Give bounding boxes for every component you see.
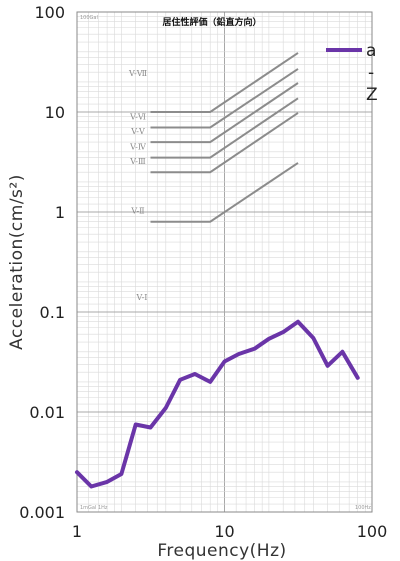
reference-curve (150, 112, 299, 174)
data-point (238, 353, 240, 355)
data-point (356, 377, 359, 379)
y-tick-label: 10 (45, 103, 65, 122)
y-tick-label: 0.001 (19, 503, 65, 522)
legend-label-z: Z (366, 85, 378, 105)
x-tick-label: 1 (72, 522, 82, 541)
legend-label-a: a (366, 41, 376, 61)
reference-curve (150, 162, 299, 223)
data-point (312, 337, 315, 339)
y-tick-label: 0.01 (29, 403, 65, 422)
corner-label-bottom-right: 100Hz (355, 505, 371, 511)
reference-curve-label: V-Ⅰ (136, 293, 148, 302)
data-point (179, 379, 181, 381)
data-point (76, 471, 78, 474)
data-point (282, 331, 285, 333)
data-point (149, 426, 152, 429)
y-tick-label: 1 (55, 203, 65, 222)
reference-curve-label: V-Ⅲ (129, 157, 146, 166)
reference-curve-label: V-Ⅳ (129, 143, 147, 152)
chart-grid (76, 11, 373, 513)
legend: a - Z (326, 41, 378, 105)
corner-label-bottom-left: 1mGal 1Hz (80, 505, 108, 511)
data-point (253, 347, 256, 350)
data-point (341, 351, 344, 353)
plot-frame (76, 11, 373, 513)
legend-label-dash: - (368, 63, 374, 83)
reference-curve (150, 97, 299, 159)
x-tick-label: 100 (357, 522, 388, 541)
reference-curve-label: V-Ⅵ (129, 113, 146, 122)
reference-curve-label: V-Ⅱ (130, 207, 144, 216)
series-line (75, 319, 360, 489)
x-axis-title: Frequency(Hz) (157, 541, 286, 561)
data-point (120, 473, 123, 475)
reference-curve (150, 82, 299, 144)
data-point (90, 485, 93, 488)
reference-curve (150, 68, 299, 129)
reference-curve-label: V-Ⅴ (130, 127, 145, 136)
y-tick-label: 0.1 (40, 303, 65, 322)
data-point (268, 338, 270, 340)
data-point (165, 407, 167, 409)
data-point (326, 365, 329, 367)
x-tick-label: 10 (214, 522, 234, 541)
reference-curves: V-Ⅶ V-Ⅵ V-Ⅴ V-Ⅳ V-Ⅲ V-Ⅱ V-Ⅰ (128, 52, 299, 302)
data-point (194, 373, 196, 375)
reference-curve (150, 52, 299, 113)
data-point (209, 381, 211, 383)
reference-curve-label: V-Ⅶ (128, 69, 147, 78)
data-series (75, 319, 360, 489)
y-axis-title: Acceleration(cm/s²) (7, 174, 27, 350)
chart-title: 居住性評価（鉛直方向） (162, 16, 261, 28)
data-point (134, 423, 137, 426)
corner-label-top-left: 100Gal (80, 15, 98, 21)
data-point (106, 481, 108, 483)
data-point (223, 360, 226, 363)
y-tick-label: 100 (34, 3, 65, 22)
tick-labels: 1 10 100 0.001 0.01 0.1 1 10 100 (19, 3, 387, 541)
data-point (297, 320, 299, 323)
